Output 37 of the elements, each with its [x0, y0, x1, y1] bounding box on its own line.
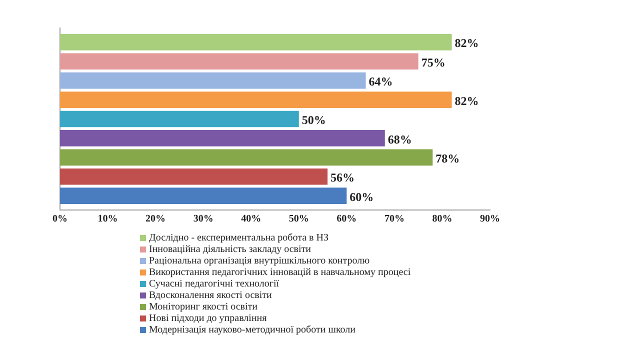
bar: [60, 53, 418, 70]
bar: [60, 72, 366, 89]
x-tick-label: 60%: [336, 214, 357, 225]
legend-label: Нові підходи до управління: [149, 313, 268, 324]
legend-label: Інноваційна діяльність закладу освіти: [149, 244, 312, 256]
x-tick-label: 40%: [241, 214, 262, 225]
legend-label: Моніторинг якості освіти: [149, 302, 258, 313]
bar: [60, 149, 433, 166]
legend-label: Раціональна організація внутрішкільного контролю: [149, 256, 370, 267]
x-tick-label: 0%: [52, 214, 68, 225]
legend-label: Вдосконалення якості освіти: [149, 290, 272, 302]
x-tick-label: 50%: [288, 214, 309, 225]
legend-label: Сучасні педагогічні технології: [149, 278, 280, 290]
data-label: 78%: [436, 152, 460, 166]
data-label: 64%: [368, 74, 393, 89]
x-tick-label: 20%: [146, 214, 166, 225]
x-tick-label: 10%: [98, 214, 118, 225]
data-label: 82%: [454, 36, 479, 50]
data-label: 68%: [388, 132, 412, 146]
bar: [60, 168, 328, 185]
data-label: 75%: [421, 55, 446, 70]
legend-label: Дослідно - експериментальна робота в НЗ: [149, 232, 328, 244]
bar: [60, 130, 385, 146]
bar: [60, 188, 347, 204]
data-label: 50%: [302, 113, 326, 128]
bar: [60, 34, 452, 50]
data-label: 56%: [330, 170, 355, 185]
legend-label: Модернізація науково-методичної роботи школи: [149, 324, 356, 336]
bar: [60, 110, 299, 128]
data-label: 60%: [350, 190, 374, 204]
x-tick-label: 70%: [384, 214, 404, 225]
data-label: 82%: [454, 94, 479, 108]
x-tick-label: 30%: [193, 214, 214, 225]
bar: [60, 92, 452, 108]
x-tick-label: 90%: [480, 214, 500, 225]
x-tick-label: 80%: [432, 214, 452, 225]
legend-label: Використання педагогічних інновацій в навчальному процесі: [149, 267, 411, 278]
